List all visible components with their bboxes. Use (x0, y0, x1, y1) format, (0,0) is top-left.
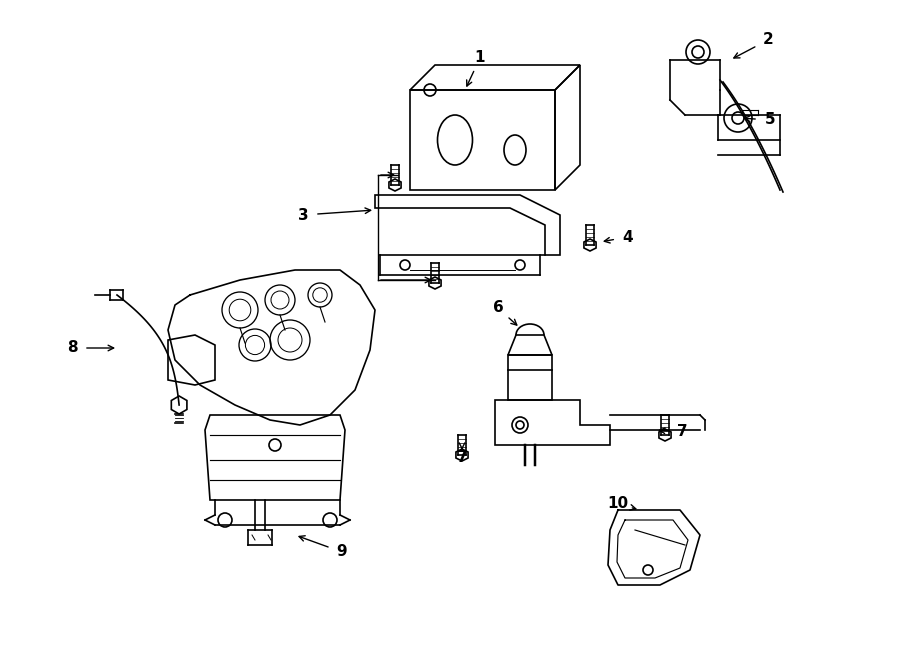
Text: 7: 7 (677, 424, 688, 440)
Text: 2: 2 (762, 32, 773, 48)
Text: 6: 6 (492, 301, 503, 315)
Text: 9: 9 (337, 545, 347, 559)
Text: 7: 7 (456, 451, 467, 465)
Text: 8: 8 (67, 340, 77, 356)
Text: 5: 5 (765, 112, 775, 128)
Text: 10: 10 (608, 496, 628, 512)
Text: 3: 3 (298, 208, 309, 223)
Text: 4: 4 (623, 229, 634, 245)
Text: 1: 1 (475, 50, 485, 65)
